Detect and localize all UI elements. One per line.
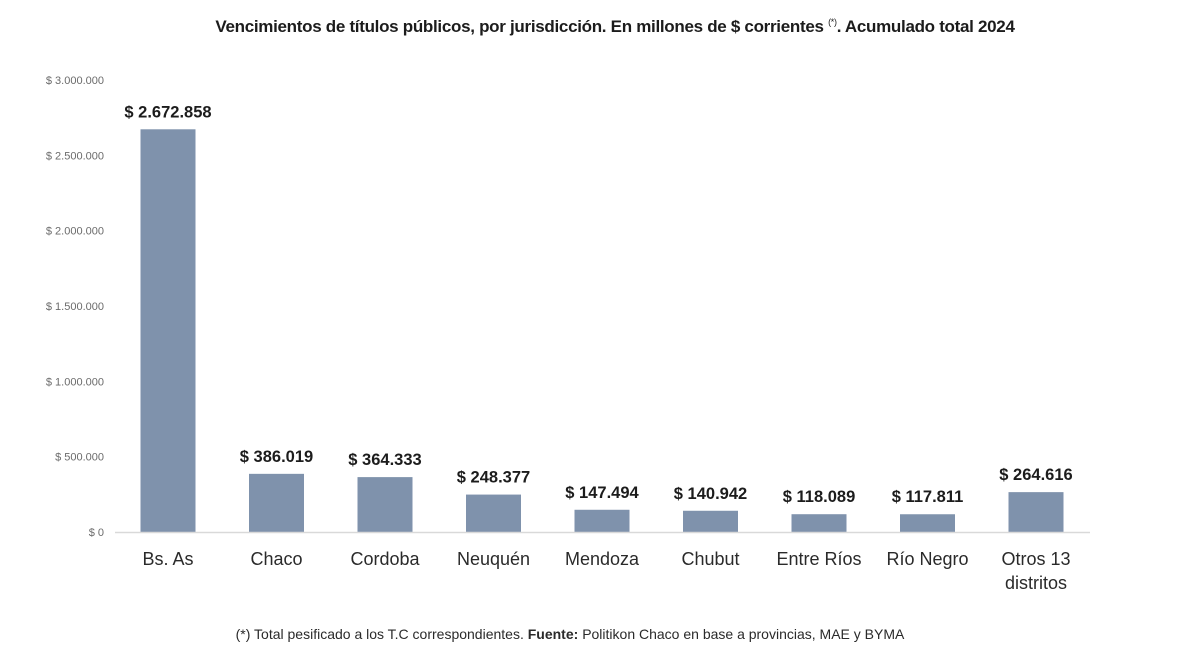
- title-note-marker: (*): [828, 17, 837, 27]
- x-tick-label: Bs. As: [142, 549, 193, 569]
- chart-title-text: Vencimientos de títulos públicos, por ju…: [215, 17, 824, 36]
- y-tick-label: $ 1.000.000: [46, 376, 104, 388]
- y-tick-label: $ 2.500.000: [46, 150, 104, 162]
- bar: [357, 477, 413, 532]
- y-tick-label: $ 0: [89, 527, 104, 539]
- x-tick-label: Otros 13 distritos: [1001, 549, 1070, 593]
- y-tick-label: $ 1.500.000: [46, 301, 104, 313]
- x-tick-label-line: Neuquén: [457, 549, 530, 569]
- data-label: $ 147.494: [565, 484, 639, 502]
- bar: [574, 509, 630, 532]
- x-tick-label: Neuquén: [457, 549, 530, 569]
- footnote-source-text: Politikon Chaco en base a provincias, MA…: [582, 626, 905, 642]
- chart-title: Vencimientos de títulos públicos, por ju…: [0, 17, 1200, 37]
- bar: [466, 494, 521, 532]
- x-tick-label: Chubut: [681, 549, 739, 569]
- x-axis-labels: Bs. As Chaco Cordoba Neuquén Mendoza Chubut En…: [142, 549, 1070, 593]
- chart-title-suffix: . Acumulado total 2024: [836, 17, 1015, 36]
- bar: [1008, 492, 1064, 532]
- x-tick-label: Chaco: [250, 549, 302, 569]
- y-tick-label: $ 3.000.000: [46, 75, 104, 87]
- data-label: $ 386.019: [240, 448, 313, 466]
- bar: [791, 514, 847, 532]
- x-tick-label-line: Otros 13: [1001, 549, 1070, 569]
- data-label: $ 140.942: [674, 485, 747, 503]
- data-label: $ 118.089: [783, 488, 856, 506]
- x-tick-label: Río Negro: [886, 549, 968, 569]
- x-tick-label: Cordoba: [350, 549, 420, 569]
- x-tick-label-line: distritos: [1005, 573, 1067, 593]
- x-tick-label-line: Entre Ríos: [776, 549, 861, 569]
- x-tick-label-line: Río Negro: [886, 549, 968, 569]
- y-tick-label: $ 2.000.000: [46, 226, 104, 238]
- data-label: $ 364.333: [348, 451, 421, 469]
- footnote-source-label: Fuente:: [527, 626, 579, 642]
- data-label: $ 248.377: [457, 469, 530, 487]
- data-labels: $ 2.672.858 $ 386.019 $ 364.333 $ 248.377 $ …: [124, 103, 1072, 506]
- x-tick-label-line: Cordoba: [350, 549, 420, 569]
- x-tick-label-line: Chubut: [681, 549, 739, 569]
- x-tick-label-line: Chaco: [250, 549, 302, 569]
- y-axis: $ 0 $ 500.000 $ 1.000.000 $ 1.500.000 $ 2.00…: [46, 75, 104, 539]
- footnote: (*) Total pesificado a los T.C correspon…: [0, 626, 1140, 642]
- x-tick-label-line: Mendoza: [565, 549, 640, 569]
- y-tick-label: $ 500.000: [55, 452, 104, 464]
- bars: [140, 129, 1064, 532]
- x-tick-label: Entre Ríos: [776, 549, 861, 569]
- bar: [140, 129, 196, 532]
- footnote-note: (*) Total pesificado a los T.C correspon…: [235, 626, 524, 642]
- x-tick-label-line: Bs. As: [142, 549, 193, 569]
- bar: [900, 514, 955, 532]
- x-tick-label: Mendoza: [565, 549, 640, 569]
- data-label: $ 2.672.858: [124, 103, 211, 121]
- bar: [249, 473, 304, 532]
- data-label: $ 264.616: [999, 466, 1072, 484]
- bar: [683, 510, 738, 532]
- data-label: $ 117.811: [892, 488, 964, 506]
